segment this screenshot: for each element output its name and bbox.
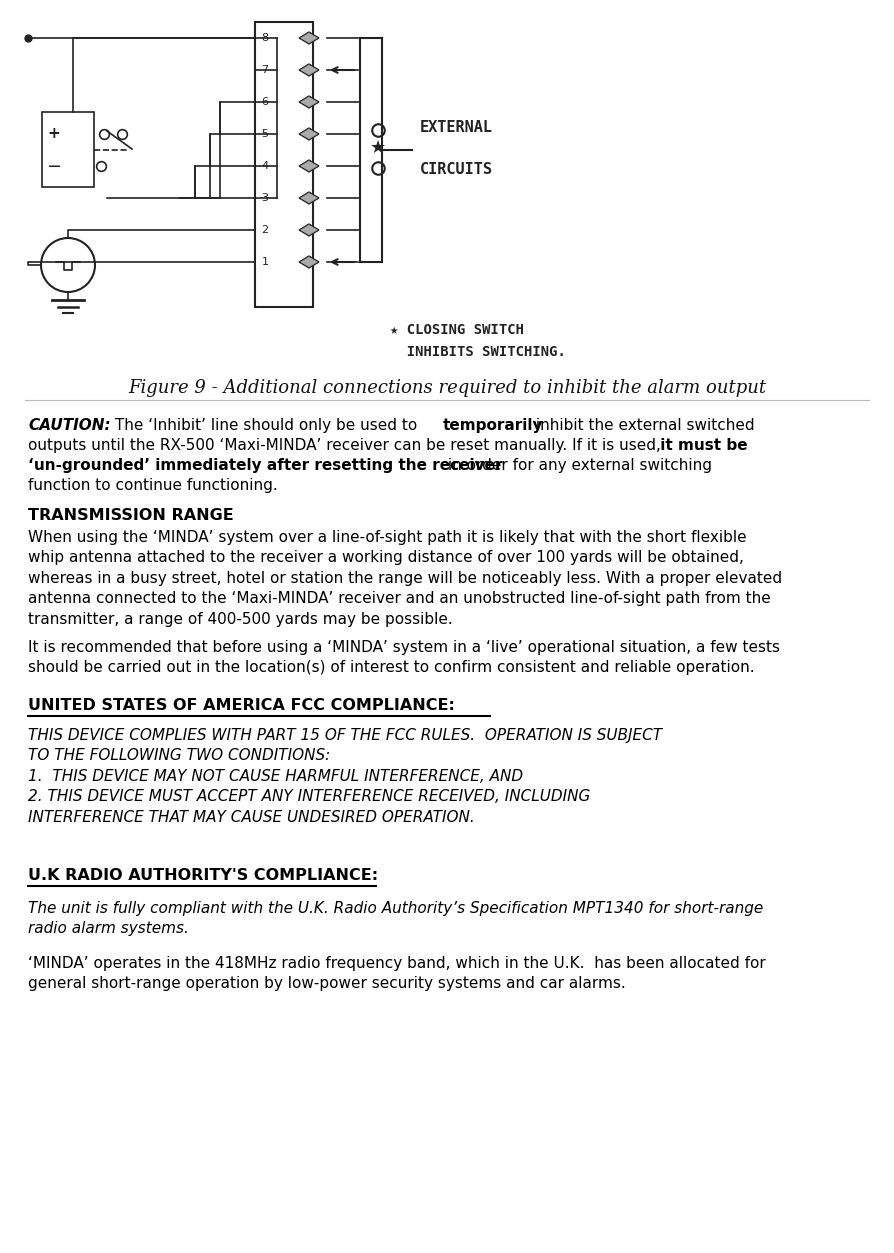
- Text: outputs until the RX-500 ‘Maxi-MINDA’ receiver can be reset manually. If it is u: outputs until the RX-500 ‘Maxi-MINDA’ re…: [28, 439, 661, 454]
- Text: 7: 7: [261, 65, 268, 75]
- Text: ★: ★: [370, 139, 386, 157]
- Text: +: +: [47, 127, 61, 142]
- Text: 1: 1: [262, 257, 268, 267]
- Bar: [42, 112, 94, 187]
- Text: It is recommended that before using a ‘MINDA’ system in a ‘live’ operational sit: It is recommended that before using a ‘M…: [28, 640, 780, 675]
- Text: CIRCUITS: CIRCUITS: [420, 163, 493, 178]
- Polygon shape: [299, 96, 319, 108]
- Polygon shape: [299, 64, 319, 76]
- Text: TRANSMISSION RANGE: TRANSMISSION RANGE: [28, 507, 233, 523]
- Text: in order for any external switching: in order for any external switching: [443, 459, 712, 472]
- Polygon shape: [299, 160, 319, 172]
- Text: temporarily: temporarily: [443, 419, 544, 434]
- Text: ‘MINDA’ operates in the 418MHz radio frequency band, which in the U.K.  has been: ‘MINDA’ operates in the 418MHz radio fre…: [28, 956, 766, 991]
- Text: 3: 3: [262, 193, 268, 203]
- Text: ‘un-grounded’ immediately after resetting the receiver: ‘un-grounded’ immediately after resettin…: [28, 459, 502, 472]
- Text: When using the ‘MINDA’ system over a line-of-sight path it is likely that with t: When using the ‘MINDA’ system over a lin…: [28, 530, 782, 626]
- Polygon shape: [299, 128, 319, 140]
- Polygon shape: [299, 33, 319, 44]
- Text: Figure 9 - Additional connections required to inhibit the alarm output: Figure 9 - Additional connections requir…: [128, 378, 766, 397]
- Text: 5: 5: [262, 129, 268, 139]
- Text: 8: 8: [261, 33, 268, 43]
- Polygon shape: [299, 192, 319, 204]
- Text: −: −: [46, 158, 62, 175]
- Text: The unit is fully compliant with the U.K. Radio Authority’s Specification MPT134: The unit is fully compliant with the U.K…: [28, 901, 763, 936]
- Polygon shape: [299, 224, 319, 236]
- Text: U.K RADIO AUTHORITY'S COMPLIANCE:: U.K RADIO AUTHORITY'S COMPLIANCE:: [28, 868, 378, 883]
- Text: it must be: it must be: [655, 439, 747, 454]
- Text: ★ CLOSING SWITCH: ★ CLOSING SWITCH: [390, 323, 524, 337]
- Polygon shape: [299, 256, 319, 268]
- Text: UNITED STATES OF AMERICA FCC COMPLIANCE:: UNITED STATES OF AMERICA FCC COMPLIANCE:: [28, 698, 455, 713]
- Text: 2: 2: [261, 226, 268, 236]
- Text: THIS DEVICE COMPLIES WITH PART 15 OF THE FCC RULES.  OPERATION IS SUBJECT
TO THE: THIS DEVICE COMPLIES WITH PART 15 OF THE…: [28, 728, 662, 824]
- Text: 4: 4: [261, 160, 268, 170]
- Text: CAUTION:: CAUTION:: [28, 419, 111, 434]
- Text: EXTERNAL: EXTERNAL: [420, 120, 493, 135]
- Text: function to continue functioning.: function to continue functioning.: [28, 477, 278, 492]
- Text: inhibit the external switched: inhibit the external switched: [531, 419, 755, 434]
- Text: INHIBITS SWITCHING.: INHIBITS SWITCHING.: [390, 345, 566, 360]
- Text: The ‘Inhibit’ line should only be used to: The ‘Inhibit’ line should only be used t…: [110, 419, 422, 434]
- Text: 6: 6: [262, 96, 268, 107]
- Bar: [255, 23, 313, 307]
